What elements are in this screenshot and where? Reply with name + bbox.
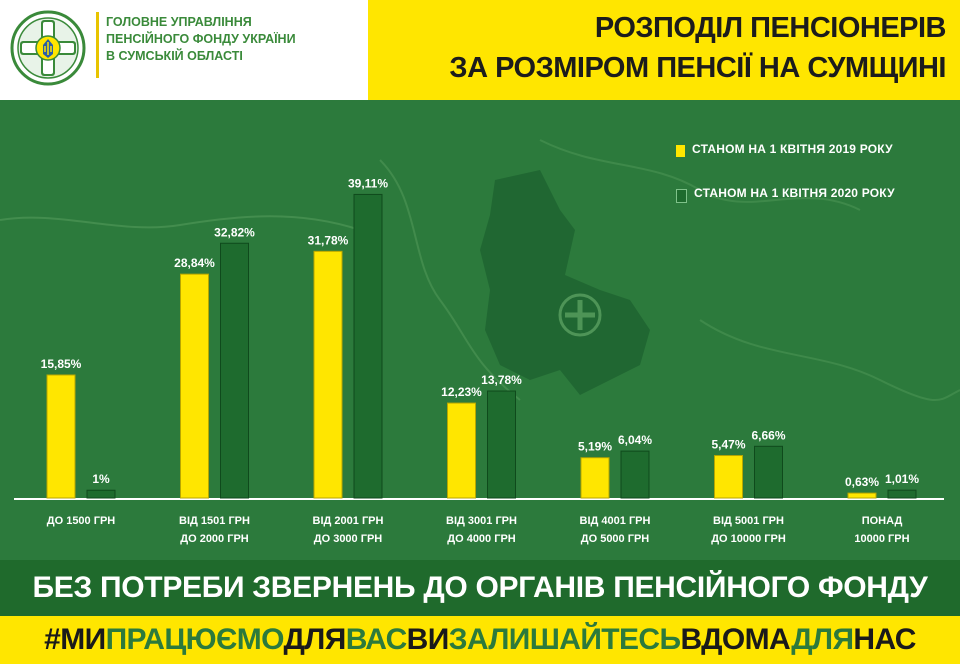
x-tick-label: ДО 10000 ГРН	[711, 533, 786, 545]
chart-legend: СТАНОМ НА 1 КВІТНЯ 2019 РОКУ СТАНОМ НА 1…	[676, 142, 895, 230]
x-tick-label: ДО 3000 ГРН	[314, 533, 383, 545]
bar-value-label: 0,63%	[845, 475, 879, 489]
bar-2020	[487, 390, 516, 499]
x-tick-label: ВІД 4001 ГРН	[580, 515, 651, 527]
x-tick-label: ДО 2000 ГРН	[180, 533, 249, 545]
hashtag-word: ВДОМА	[680, 623, 792, 656]
x-tick-label: ДО 5000 ГРН	[581, 533, 650, 545]
pension-fund-logo-icon	[10, 10, 86, 86]
bar-value-label: 28,84%	[174, 256, 215, 270]
bar-value-label: 13,78%	[481, 373, 522, 387]
legend-item-2020: СТАНОМ НА 1 КВІТНЯ 2020 РОКУ	[676, 186, 895, 230]
legend-label-2019: СТАНОМ НА 1 КВІТНЯ 2019 РОКУ	[692, 142, 893, 156]
hashtag-word: ПРАЦЮЄМО	[105, 623, 285, 656]
bar-value-label: 5,19%	[578, 440, 612, 454]
hashtag-word: ДЛЯ	[283, 623, 347, 656]
legend-swatch-2019	[676, 145, 685, 157]
legend-swatch-2020	[676, 189, 687, 203]
bar-2019	[447, 402, 476, 499]
bar-value-label: 1%	[92, 472, 110, 486]
bar-2019	[580, 457, 610, 499]
hashtag-word: ДЛЯ	[791, 623, 854, 656]
bar-value-label: 39,11%	[348, 176, 388, 190]
bar-2019	[180, 273, 209, 499]
org-name-line: ГОЛОВНЕ УПРАВЛІННЯ	[106, 15, 252, 29]
bar-value-label: 15,85%	[41, 357, 82, 371]
hashtag-word: НАС	[853, 623, 916, 656]
x-tick-label: ВІД 5001 ГРН	[713, 515, 784, 527]
org-name: ГОЛОВНЕ УПРАВЛІННЯ ПЕНСІЙНОГО ФОНДУ УКРА…	[106, 14, 364, 65]
bar-2020	[86, 489, 116, 499]
bar-value-label: 6,04%	[618, 433, 652, 447]
x-tick-label: ДО 4000 ГРН	[447, 533, 516, 545]
legend-label-2020: СТАНОМ НА 1 КВІТНЯ 2020 РОКУ	[694, 186, 895, 200]
org-name-line: В СУМСЬКІЙ ОБЛАСТІ	[106, 49, 243, 63]
bar-2019	[847, 492, 877, 499]
bar-value-label: 12,23%	[441, 385, 482, 399]
info-banner: БЕЗ ПОТРЕБИ ЗВЕРНЕНЬ ДО ОРГАНІВ ПЕНСІЙНО…	[0, 560, 960, 616]
bar-2019	[46, 374, 76, 499]
org-name-line: ПЕНСІЙНОГО ФОНДУ УКРАЇНИ	[106, 32, 296, 46]
bar-2020	[620, 450, 650, 499]
hashtag-word: #МИ	[44, 623, 106, 656]
page-title: РОЗПОДІЛ ПЕНСІОНЕРІВ ЗА РОЗМІРОМ ПЕНСІЇ …	[449, 8, 946, 88]
bar-2020	[887, 489, 917, 499]
x-tick-label: ВІД 3001 ГРН	[446, 515, 517, 527]
org-divider	[96, 12, 99, 78]
bar-value-label: 6,66%	[751, 428, 785, 442]
bar-2020	[353, 193, 383, 499]
bar-value-label: 1,01%	[885, 472, 919, 486]
bar-2020	[220, 242, 249, 499]
bar-2020	[754, 445, 783, 499]
bar-value-label: 5,47%	[711, 438, 745, 452]
header-title-panel: РОЗПОДІЛ ПЕНСІОНЕРІВ ЗА РОЗМІРОМ ПЕНСІЇ …	[368, 0, 960, 100]
banner-text: БЕЗ ПОТРЕБИ ЗВЕРНЕНЬ ДО ОРГАНІВ ПЕНСІЙНО…	[32, 571, 928, 604]
x-tick-label: ВІД 2001 ГРН	[313, 515, 384, 527]
x-tick-label: ДО 1500 ГРН	[47, 515, 116, 527]
hashtag-text: #МИПРАЦЮЄМОДЛЯВАСВИЗАЛИШАЙТЕСЬВДОМАДЛЯНА…	[0, 616, 960, 664]
bar-value-label: 31,78%	[308, 233, 349, 247]
bar-2019	[714, 455, 743, 499]
bar-value-label: 32,82%	[214, 225, 255, 239]
page-title-line: ЗА РОЗМІРОМ ПЕНСІЇ НА СУМЩИНІ	[449, 52, 946, 84]
x-tick-label: 10000 ГРН	[854, 533, 909, 545]
header-org-panel: ГОЛОВНЕ УПРАВЛІННЯ ПЕНСІЙНОГО ФОНДУ УКРА…	[0, 0, 368, 100]
hashtag-bar: #МИПРАЦЮЄМОДЛЯВАСВИЗАЛИШАЙТЕСЬВДОМАДЛЯНА…	[0, 616, 960, 664]
chart-area: 15,85% 1% 28,84% 32,82% 31,78% 39,11% 12,23% 13…	[0, 100, 960, 560]
bar-chart: 15,85% 1% 28,84% 32,82% 31,78% 39,11% 12,23%13…	[0, 139, 960, 545]
hashtag-word: ВИ	[406, 623, 450, 656]
hashtag-word: ЗАЛИШАЙТЕСЬ	[448, 623, 681, 656]
bar-2019	[313, 250, 343, 499]
x-tick-label: ВІД 1501 ГРН	[179, 515, 250, 527]
legend-item-2019: СТАНОМ НА 1 КВІТНЯ 2019 РОКУ	[676, 142, 895, 186]
map-background	[0, 139, 960, 401]
hashtag-word: ВАС	[345, 623, 408, 656]
x-tick-label: ПОНАД	[862, 515, 903, 527]
page-title-line: РОЗПОДІЛ ПЕНСІОНЕРІВ	[594, 12, 947, 44]
